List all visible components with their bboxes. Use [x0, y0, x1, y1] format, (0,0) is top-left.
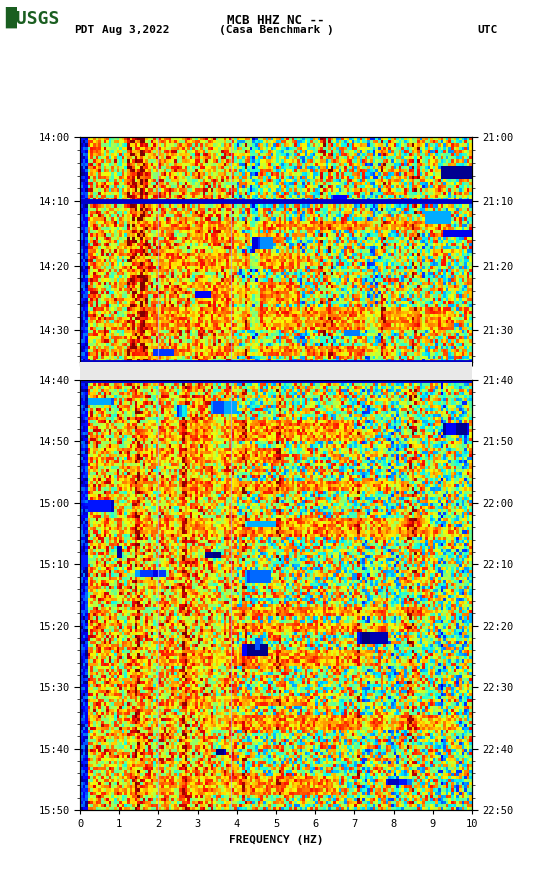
Text: UTC: UTC	[477, 25, 498, 35]
Text: █USGS: █USGS	[6, 6, 60, 28]
Text: Aug 3,2022: Aug 3,2022	[102, 25, 169, 35]
Text: (Casa Benchmark ): (Casa Benchmark )	[219, 25, 333, 35]
Text: MCB HHZ NC --: MCB HHZ NC --	[227, 14, 325, 28]
X-axis label: FREQUENCY (HZ): FREQUENCY (HZ)	[229, 835, 323, 845]
Text: PDT: PDT	[75, 25, 95, 35]
